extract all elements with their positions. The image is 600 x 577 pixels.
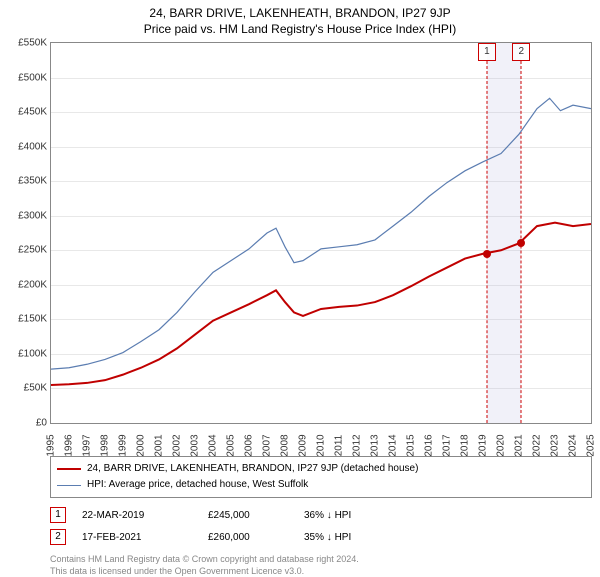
x-axis-tick-label: 2003 [190, 434, 201, 456]
y-axis-tick-label: £450K [7, 107, 47, 118]
legend-row: HPI: Average price, detached house, West… [57, 477, 585, 493]
chart-container: 24, BARR DRIVE, LAKENHEATH, BRANDON, IP2… [0, 6, 600, 566]
x-axis-tick-label: 2016 [424, 434, 435, 456]
x-axis-tick-label: 2022 [532, 434, 543, 456]
x-axis-tick-label: 2023 [550, 434, 561, 456]
x-axis-tick-label: 2021 [514, 434, 525, 456]
x-axis-tick-label: 2025 [586, 434, 597, 456]
x-axis-tick-label: 2024 [568, 434, 579, 456]
x-axis-tick-label: 1999 [118, 434, 129, 456]
y-axis-tick-label: £0 [7, 418, 47, 429]
chart-plot-area: £0£50K£100K£150K£200K£250K£300K£350K£400… [50, 42, 592, 424]
y-axis-tick-label: £350K [7, 176, 47, 187]
y-axis-tick-label: £500K [7, 72, 47, 83]
transaction-diff: 35% ↓ HPI [304, 532, 394, 543]
x-axis-tick-label: 1998 [100, 434, 111, 456]
marker-dot [483, 250, 491, 258]
legend-row: 24, BARR DRIVE, LAKENHEATH, BRANDON, IP2… [57, 461, 585, 477]
x-axis-tick-label: 2010 [316, 434, 327, 456]
x-axis-tick-label: 2013 [370, 434, 381, 456]
x-axis-tick-label: 2020 [496, 434, 507, 456]
transaction-marker-box: 2 [50, 529, 66, 545]
x-axis-tick-label: 2006 [244, 434, 255, 456]
y-axis-tick-label: £400K [7, 141, 47, 152]
transaction-date: 17-FEB-2021 [82, 532, 192, 543]
footer-line2: This data is licensed under the Open Gov… [50, 566, 592, 577]
transaction-marker-box: 1 [50, 507, 66, 523]
transactions-table: 1 22-MAR-2019 £245,000 36% ↓ HPI 2 17-FEB-202… [50, 504, 592, 548]
y-axis-tick-label: £250K [7, 245, 47, 256]
x-axis-tick-label: 1995 [46, 434, 57, 456]
x-axis-tick-label: 2002 [172, 434, 183, 456]
x-axis-tick-label: 2000 [136, 434, 147, 456]
chart-title-line1: 24, BARR DRIVE, LAKENHEATH, BRANDON, IP2… [0, 6, 600, 20]
y-axis-tick-label: £150K [7, 314, 47, 325]
y-axis-tick-label: £100K [7, 348, 47, 359]
transaction-price: £245,000 [208, 510, 288, 521]
chart-lines-svg [51, 43, 591, 423]
x-axis-tick-label: 1997 [82, 434, 93, 456]
legend-label: 24, BARR DRIVE, LAKENHEATH, BRANDON, IP2… [87, 461, 418, 477]
transaction-price: £260,000 [208, 532, 288, 543]
x-axis-tick-label: 2015 [406, 434, 417, 456]
chart-footer: Contains HM Land Registry data © Crown c… [50, 554, 592, 577]
x-axis-tick-label: 2017 [442, 434, 453, 456]
chart-title-line2: Price paid vs. HM Land Registry's House … [0, 22, 600, 36]
x-axis-tick-label: 2004 [208, 434, 219, 456]
series-line-property [51, 223, 591, 385]
transaction-row: 1 22-MAR-2019 £245,000 36% ↓ HPI [50, 504, 592, 526]
transaction-diff: 36% ↓ HPI [304, 510, 394, 521]
marker-box: 2 [512, 43, 530, 61]
marker-box: 1 [478, 43, 496, 61]
y-axis-tick-label: £50K [7, 383, 47, 394]
x-axis-tick-label: 2009 [298, 434, 309, 456]
x-axis-tick-label: 2019 [478, 434, 489, 456]
x-axis-tick-label: 2014 [388, 434, 399, 456]
x-axis-tick-label: 2007 [262, 434, 273, 456]
legend-label: HPI: Average price, detached house, West… [87, 477, 308, 493]
x-axis-tick-label: 2005 [226, 434, 237, 456]
marker-dot [517, 239, 525, 247]
chart-legend: 24, BARR DRIVE, LAKENHEATH, BRANDON, IP2… [50, 456, 592, 498]
y-axis-tick-label: £200K [7, 279, 47, 290]
transaction-row: 2 17-FEB-2021 £260,000 35% ↓ HPI [50, 526, 592, 548]
x-axis-tick-label: 1996 [64, 434, 75, 456]
y-axis-tick-label: £300K [7, 210, 47, 221]
x-axis-tick-label: 2008 [280, 434, 291, 456]
series-line-hpi [51, 98, 591, 369]
x-axis-tick-label: 2012 [352, 434, 363, 456]
legend-swatch [57, 485, 81, 486]
y-axis-tick-label: £550K [7, 38, 47, 49]
x-axis-tick-label: 2001 [154, 434, 165, 456]
legend-swatch [57, 468, 81, 470]
x-axis-tick-label: 2018 [460, 434, 471, 456]
transaction-date: 22-MAR-2019 [82, 510, 192, 521]
x-axis-tick-label: 2011 [334, 435, 345, 457]
